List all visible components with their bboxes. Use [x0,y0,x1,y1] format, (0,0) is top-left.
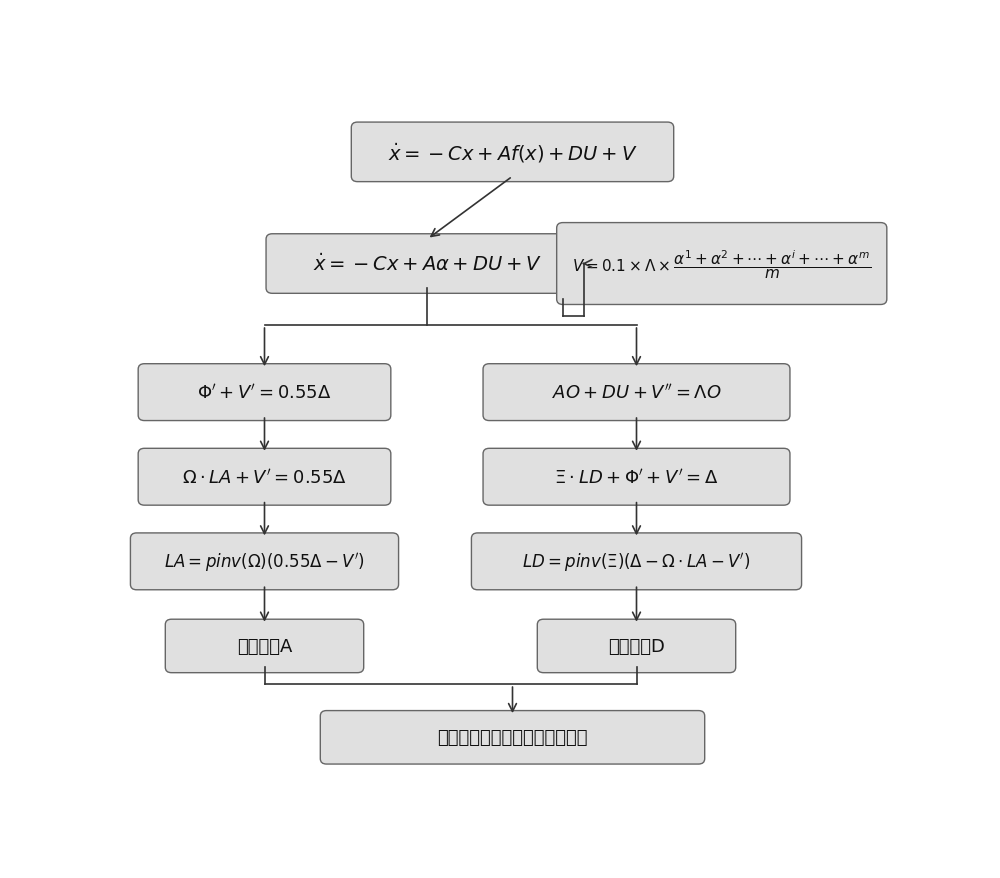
Text: 矩阵系数D: 矩阵系数D [608,637,665,655]
Text: $\Xi\cdot LD+\Phi'+V'=\Delta$: $\Xi\cdot LD+\Phi'+V'=\Delta$ [554,468,719,486]
Text: $V=0.1\times\Lambda\times\dfrac{\alpha^1+\alpha^2+\cdots+\alpha^i+\cdots+\alpha^: $V=0.1\times\Lambda\times\dfrac{\alpha^1… [572,248,871,280]
Text: $AO+DU+V''=\Lambda O$: $AO+DU+V''=\Lambda O$ [552,383,721,402]
FancyBboxPatch shape [266,234,588,294]
FancyBboxPatch shape [351,123,674,183]
FancyBboxPatch shape [483,364,790,421]
Text: $\dot{x}=-Cx+A\alpha+DU+V$: $\dot{x}=-Cx+A\alpha+DU+V$ [313,254,542,275]
FancyBboxPatch shape [138,449,391,506]
Text: $LA=pinv(\Omega)(0.55\Delta-V')$: $LA=pinv(\Omega)(0.55\Delta-V')$ [164,551,365,573]
Text: $\Omega\cdot LA+V'=0.55\Delta$: $\Omega\cdot LA+V'=0.55\Delta$ [182,468,347,486]
FancyBboxPatch shape [471,533,802,590]
FancyBboxPatch shape [165,620,364,673]
Text: $\dot{x}=-Cx+Af\left(x\right)+DU+V$: $\dot{x}=-Cx+Af\left(x\right)+DU+V$ [388,140,637,164]
FancyBboxPatch shape [320,711,705,764]
FancyBboxPatch shape [537,620,736,673]
Text: 细胞神经网络人脸图片识别模型: 细胞神经网络人脸图片识别模型 [437,729,588,746]
FancyBboxPatch shape [483,449,790,506]
Text: $\Phi'+V'=0.55\Delta$: $\Phi'+V'=0.55\Delta$ [197,383,332,402]
FancyBboxPatch shape [557,223,887,306]
Text: $LD=pinv(\Xi)(\Delta-\Omega\cdot LA-V')$: $LD=pinv(\Xi)(\Delta-\Omega\cdot LA-V')$ [522,551,751,573]
FancyBboxPatch shape [138,364,391,421]
FancyBboxPatch shape [130,533,399,590]
Text: 矩阵系数A: 矩阵系数A [237,637,292,655]
